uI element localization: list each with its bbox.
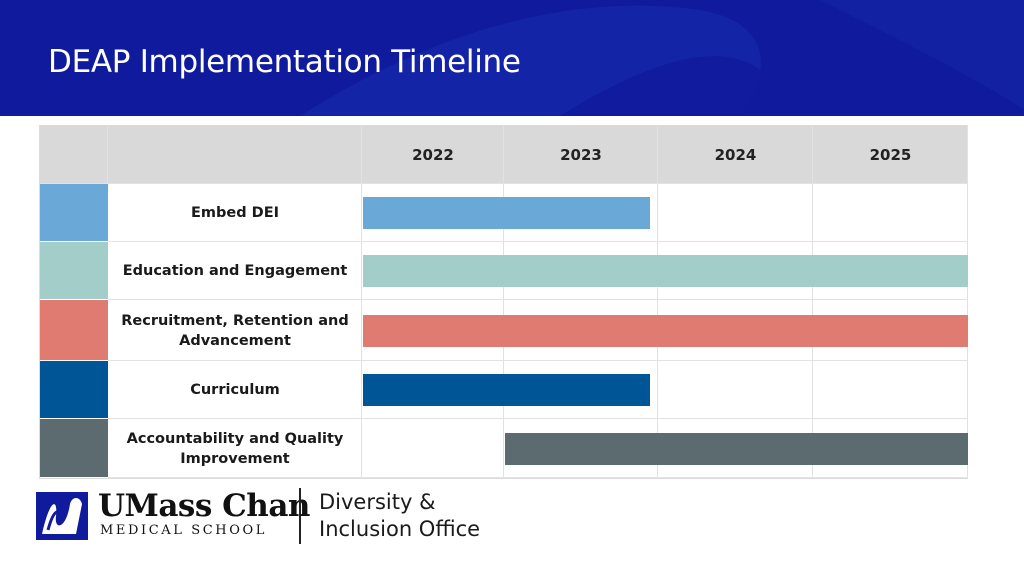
row-label: Curriculum xyxy=(190,382,280,398)
decorative-swoosh xyxy=(300,0,1024,116)
row-label-cell xyxy=(108,242,362,300)
header-banner: DEAP Implementation Timeline xyxy=(0,0,1024,116)
year-header-cell xyxy=(362,126,504,184)
header-label-cell xyxy=(108,126,362,184)
timeline-grid-cell xyxy=(504,361,658,419)
row-label-cell xyxy=(108,184,362,242)
year-header-label: 2022 xyxy=(412,146,454,164)
year-header-cell xyxy=(813,126,968,184)
row-label-cell xyxy=(108,419,362,478)
row-color-swatch xyxy=(40,184,108,242)
timeline-grid-cell xyxy=(813,184,968,242)
timeline-bar xyxy=(363,255,968,287)
row-label: Recruitment, Retention and Advancement xyxy=(121,312,349,349)
timeline-grid-cell xyxy=(658,184,813,242)
timeline-grid-cell xyxy=(813,361,968,419)
timeline-grid-cell xyxy=(504,184,658,242)
timeline-grid-cell xyxy=(658,361,813,419)
logo-name: UMass Chan xyxy=(98,488,310,524)
timeline-bar xyxy=(505,433,968,465)
year-header-label: 2024 xyxy=(714,146,757,164)
row-label-cell xyxy=(108,300,362,361)
timeline-bar xyxy=(363,315,968,347)
row-label-cell xyxy=(108,361,362,419)
year-header-cell xyxy=(658,126,813,184)
header-swatch-cell xyxy=(40,126,108,184)
row-color-swatch xyxy=(40,419,108,478)
office-name-line-1: Diversity & xyxy=(319,490,436,514)
office-name-line-2: Inclusion Office xyxy=(319,517,481,541)
row-label: Accountability and Quality Improvement xyxy=(126,430,344,467)
footer-logo: UMass Chan MEDICAL SCHOOL Diversity & In… xyxy=(36,488,506,546)
row-label: Embed DEI xyxy=(191,205,279,221)
year-header-label: 2025 xyxy=(869,146,912,164)
page-title: DEAP Implementation Timeline xyxy=(48,44,521,80)
row-color-swatch xyxy=(40,300,108,361)
row-color-swatch xyxy=(40,242,108,300)
row-label: Education and Engagement xyxy=(122,263,348,279)
row-color-swatch xyxy=(40,361,108,419)
timeline-table: 2022 2023 2024 2025 Embed DEI Education and E… xyxy=(39,125,968,479)
timeline-grid-cell xyxy=(362,419,504,478)
year-header-cell xyxy=(504,126,658,184)
logo-subtitle: MEDICAL SCHOOL xyxy=(100,523,267,538)
timeline-bar xyxy=(363,374,651,406)
year-header-label: 2023 xyxy=(560,146,602,164)
logo-divider xyxy=(299,488,301,544)
umass-chan-shield-icon xyxy=(36,492,88,540)
timeline-bar xyxy=(363,197,651,229)
